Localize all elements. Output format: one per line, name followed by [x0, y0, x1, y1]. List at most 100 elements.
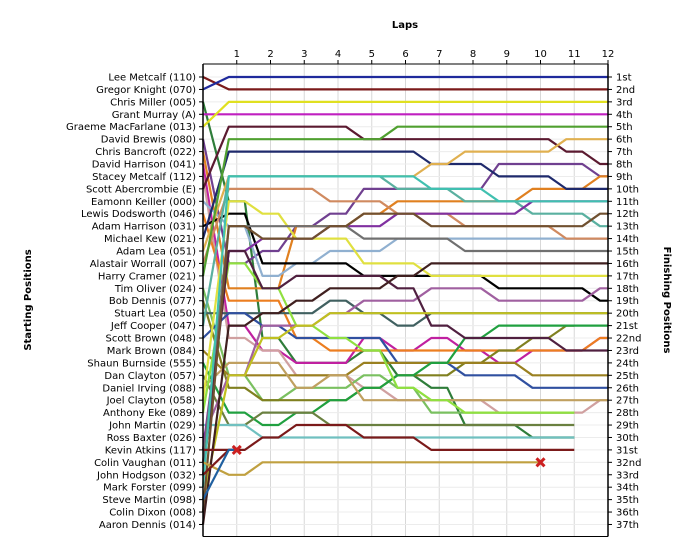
starting-position-label: John Martin (029)	[108, 421, 196, 432]
finishing-position-label: 34th	[616, 483, 639, 494]
retirement-markers	[231, 444, 546, 468]
series-line	[201, 249, 608, 475]
starting-position-label: Dan Clayton (057)	[104, 371, 196, 382]
series-line	[202, 374, 575, 427]
finishing-position-label: 22nd	[616, 334, 641, 345]
series-line-short	[202, 461, 541, 476]
starting-position-label: Joel Clayton (058)	[106, 396, 197, 407]
finishing-position-label: 18th	[616, 284, 639, 295]
starting-position-label: Alastair Worrall (007)	[90, 259, 196, 270]
series-line	[202, 75, 608, 91]
finishing-position-label: 19th	[616, 296, 639, 307]
starting-position-label: Adam Harrison (031)	[92, 222, 196, 233]
starting-position-label: Jeff Cooper (047)	[110, 321, 196, 332]
series-line	[202, 324, 608, 427]
starting-position-label: Graeme MacFarlane (013)	[66, 122, 196, 133]
series-line	[202, 76, 608, 91]
finishing-position-label: 30th	[616, 433, 639, 444]
series-lines	[201, 75, 608, 525]
x-tick-label: 4	[335, 49, 341, 60]
starting-position-label: Bob Dennis (077)	[109, 296, 196, 307]
finishing-position-label: 15th	[616, 247, 639, 258]
finishing-position-label: 16th	[616, 259, 639, 270]
series-line	[201, 262, 608, 525]
starting-position-label: David Brewis (080)	[101, 135, 196, 146]
x-tick-label: 8	[470, 49, 476, 60]
starting-position-label: Gregor Knight (070)	[96, 85, 196, 96]
starting-position-label: David Harrison (041)	[92, 160, 196, 171]
finishing-position-label: 33rd	[616, 470, 639, 481]
x-tick-label: 5	[369, 49, 375, 60]
finishing-position-label: 4th	[616, 110, 633, 121]
finishing-position-label: 32nd	[616, 458, 641, 469]
x-tick-label: 11	[568, 49, 581, 60]
series-line	[202, 100, 608, 128]
starting-position-label: Ross Baxter (026)	[107, 433, 196, 444]
finishing-position-label: 10th	[616, 184, 639, 195]
finishing-position-label: 5th	[616, 122, 633, 133]
series-line	[201, 213, 608, 352]
starting-position-label: Daniel Irving (088)	[102, 383, 196, 394]
starting-position-label: Harry Cramer (021)	[98, 271, 196, 282]
series-line	[202, 349, 608, 377]
finishing-position-label: 6th	[616, 135, 633, 146]
x-tick-label: 9	[504, 49, 510, 60]
starting-position-label: Grant Murray (A)	[112, 110, 196, 121]
starting-position-label: Lewis Dodsworth (046)	[81, 209, 196, 220]
starting-position-label: Michael Kew (021)	[104, 234, 196, 245]
starting-position-label: Stuart Lea (050)	[114, 309, 196, 320]
starting-position-label: Colin Vaughan (011)	[94, 458, 196, 469]
starting-position-label: Anthony Eke (089)	[103, 408, 196, 419]
series-line	[201, 225, 608, 463]
x-tick-label: 1	[234, 49, 240, 60]
starting-position-label: Lee Metcalf (110)	[108, 73, 196, 84]
series-line	[202, 361, 608, 402]
finishing-position-label: 2nd	[616, 85, 635, 96]
starting-position-label: Steve Martin (098)	[102, 495, 196, 506]
series-line	[201, 200, 608, 401]
starting-position-label: Eamonn Keiller (000)	[91, 197, 196, 208]
finishing-position-label: 3rd	[616, 97, 633, 108]
finishing-position-label: 28th	[616, 408, 639, 419]
x-tick-label: 3	[301, 49, 307, 60]
retirement-x-stroke	[231, 444, 242, 455]
starting-position-label: Scott Brown (048)	[106, 334, 197, 345]
starting-position-label: Mark Forster (099)	[103, 483, 196, 494]
finishing-position-label: 7th	[616, 147, 633, 158]
series-line	[201, 125, 608, 190]
starting-position-label: Chris Miller (005)	[110, 97, 196, 108]
starting-position-label: Stacey Metcalf (112)	[92, 172, 196, 183]
retirement-x-marker	[231, 444, 242, 455]
finishing-position-label: 1st	[616, 73, 632, 84]
series-line	[201, 125, 608, 277]
starting-position-label: Scott Abercrombie (E)	[86, 184, 196, 195]
finishing-position-label: 31st	[616, 445, 638, 456]
starting-position-label: Tim Oliver (024)	[114, 284, 196, 295]
finishing-position-label: 17th	[616, 271, 639, 282]
y-axis-label-left: Starting Positions	[23, 249, 34, 350]
starting-position-label: John Hodgson (032)	[96, 470, 196, 481]
x-tick-label: 2	[267, 49, 273, 60]
finishing-position-label: 13th	[616, 222, 639, 233]
finishing-position-label: 12th	[616, 209, 639, 220]
y-axis-label-right: Finishing Positions	[661, 247, 672, 354]
finishing-position-label: 20th	[616, 309, 639, 320]
series-line	[201, 312, 608, 500]
starting-position-label: Aaron Dennis (014)	[99, 520, 196, 531]
series-line	[201, 287, 608, 438]
finishing-position-label: 14th	[616, 234, 639, 245]
starting-position-label: Mark Brown (084)	[107, 346, 196, 357]
x-tick-label: 6	[402, 49, 408, 60]
starting-position-label: Adam Lea (051)	[116, 247, 196, 258]
series-line-short	[202, 423, 575, 476]
finishing-position-label: 35th	[616, 495, 639, 506]
finishing-position-label: 8th	[616, 160, 633, 171]
series-line	[201, 175, 608, 488]
starting-position-label: Shaun Burnside (555)	[87, 358, 196, 369]
x-tick-label: 10	[534, 49, 547, 60]
finishing-position-label: 21st	[616, 321, 638, 332]
finishing-position-label: 9th	[616, 172, 633, 183]
finishing-position-label: 26th	[616, 383, 639, 394]
